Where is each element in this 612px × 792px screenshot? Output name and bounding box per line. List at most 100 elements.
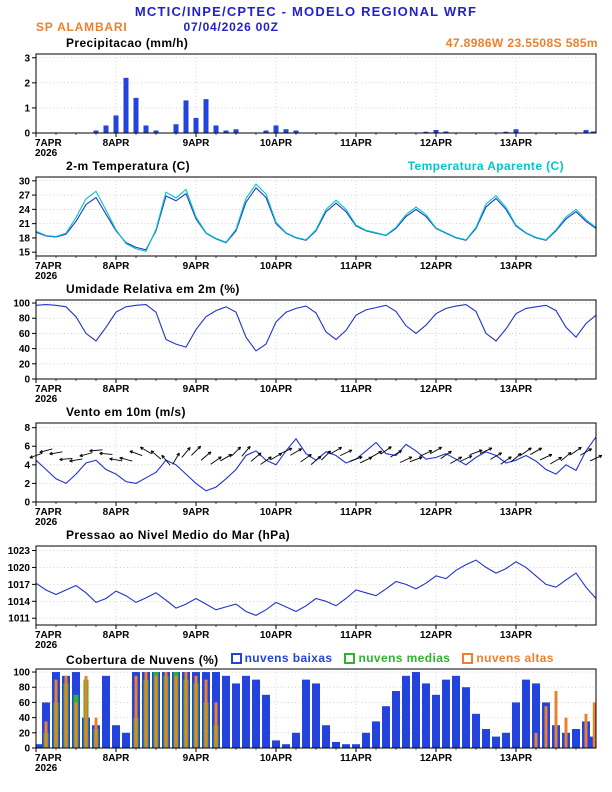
svg-text:0: 0 xyxy=(24,498,30,509)
panel-title: Umidade Relativa em 2m (%) xyxy=(66,282,240,296)
svg-text:7APR: 7APR xyxy=(35,507,62,518)
svg-text:1: 1 xyxy=(24,103,30,114)
legend-item-nuvens-medias: nuvens medias xyxy=(344,651,450,665)
svg-text:13APR: 13APR xyxy=(500,630,533,641)
svg-text:3: 3 xyxy=(24,53,30,64)
svg-text:13APR: 13APR xyxy=(500,261,533,272)
svg-text:0: 0 xyxy=(24,375,30,386)
svg-text:1014: 1014 xyxy=(8,597,31,608)
svg-text:100: 100 xyxy=(13,299,30,310)
panel-pressure-title-row: Pressao ao Nivel Medio do Mar (hPa) xyxy=(0,528,612,543)
panel-precipitation: Precipitacao (mm/h) 47.8986W 23.5508S 58… xyxy=(0,36,612,157)
legend-item-nuvens-altas: nuvens altas xyxy=(462,651,554,665)
panel-temperature: 2-m Temperatura (C) Temperatura Aparente… xyxy=(0,159,612,280)
svg-text:11APR: 11APR xyxy=(340,138,372,149)
svg-text:9APR: 9APR xyxy=(183,630,210,641)
panel-humidity-title-row: Umidade Relativa em 2m (%) xyxy=(0,282,612,297)
svg-text:10APR: 10APR xyxy=(260,753,293,764)
svg-text:8APR: 8APR xyxy=(103,138,130,149)
svg-text:11APR: 11APR xyxy=(340,630,372,641)
svg-text:12APR: 12APR xyxy=(420,753,453,764)
page-header: MCTIC/INPE/CPTEC - MODELO REGIONAL WRF S… xyxy=(0,0,612,34)
panel-title: Vento em 10m (m/s) xyxy=(66,405,186,419)
svg-text:30: 30 xyxy=(19,176,31,187)
svg-text:20: 20 xyxy=(19,359,31,370)
svg-text:12APR: 12APR xyxy=(420,261,453,272)
panel-clouds: Cobertura de Nuvens (%) nuvens baixas nu… xyxy=(0,651,612,772)
svg-text:18: 18 xyxy=(19,233,31,244)
page-title: MCTIC/INPE/CPTEC - MODELO REGIONAL WRF xyxy=(134,4,478,19)
svg-text:11APR: 11APR xyxy=(340,753,372,764)
svg-text:2026: 2026 xyxy=(35,640,58,649)
svg-text:20: 20 xyxy=(19,728,31,739)
svg-text:9APR: 9APR xyxy=(183,384,210,395)
panel-wind-title-row: Vento em 10m (m/s) xyxy=(0,405,612,420)
apparent-temperature-label: Temperatura Aparente (C) xyxy=(407,159,564,173)
svg-text:100: 100 xyxy=(13,668,30,679)
legend-swatch-nuvens-medias-icon xyxy=(344,652,356,664)
panel-humidity: Umidade Relativa em 2m (%) 0 20 40 60 80 100 7… xyxy=(0,282,612,403)
svg-text:13APR: 13APR xyxy=(500,384,533,395)
run-datetime: 07/04/2026 00Z xyxy=(183,20,279,34)
svg-text:10APR: 10APR xyxy=(260,261,293,272)
svg-text:10APR: 10APR xyxy=(260,630,293,641)
svg-text:7APR: 7APR xyxy=(35,261,62,272)
svg-text:9APR: 9APR xyxy=(183,261,210,272)
svg-text:21: 21 xyxy=(19,219,31,230)
panel-title: Pressao ao Nivel Medio do Mar (hPa) xyxy=(66,528,291,542)
legend-label-nuvens-altas: nuvens altas xyxy=(476,651,554,665)
svg-text:0: 0 xyxy=(24,129,30,140)
svg-text:13APR: 13APR xyxy=(500,753,533,764)
svg-text:1011: 1011 xyxy=(8,614,30,625)
svg-text:2: 2 xyxy=(24,479,30,490)
svg-text:8APR: 8APR xyxy=(103,630,130,641)
svg-text:24: 24 xyxy=(19,205,31,216)
svg-text:15: 15 xyxy=(19,248,31,259)
svg-text:2: 2 xyxy=(24,78,30,89)
svg-text:12APR: 12APR xyxy=(420,507,453,518)
panel-title: 2-m Temperatura (C) xyxy=(66,159,191,173)
panel-temperature-title-row: 2-m Temperatura (C) Temperatura Aparente… xyxy=(0,159,612,174)
panel-title: Precipitacao (mm/h) xyxy=(66,36,189,50)
svg-text:2026: 2026 xyxy=(35,148,58,157)
svg-text:2026: 2026 xyxy=(35,517,58,526)
svg-text:60: 60 xyxy=(19,698,31,709)
panel-title: Cobertura de Nuvens (%) xyxy=(66,652,219,667)
svg-text:8: 8 xyxy=(24,423,30,434)
svg-text:12APR: 12APR xyxy=(420,384,453,395)
legend-swatch-nuvens-altas-icon xyxy=(462,652,474,664)
svg-text:13APR: 13APR xyxy=(500,138,533,149)
svg-text:9APR: 9APR xyxy=(183,507,210,518)
svg-text:10APR: 10APR xyxy=(260,138,293,149)
svg-text:8APR: 8APR xyxy=(103,384,130,395)
svg-text:27: 27 xyxy=(19,191,31,202)
legend-swatch-nuvens-baixas-icon xyxy=(230,652,242,664)
svg-text:7APR: 7APR xyxy=(35,138,62,149)
svg-text:0: 0 xyxy=(24,744,30,755)
legend-label-nuvens-baixas: nuvens baixas xyxy=(244,651,333,665)
svg-text:40: 40 xyxy=(19,713,31,724)
svg-text:13APR: 13APR xyxy=(500,507,533,518)
location-note: 47.8986W 23.5508S 585m xyxy=(445,36,598,50)
legend-item-nuvens-baixas: nuvens baixas xyxy=(230,651,333,665)
svg-text:80: 80 xyxy=(19,683,31,694)
svg-text:1020: 1020 xyxy=(8,563,31,574)
svg-text:9APR: 9APR xyxy=(183,753,210,764)
svg-text:10APR: 10APR xyxy=(260,384,293,395)
svg-text:11APR: 11APR xyxy=(340,384,372,395)
svg-text:8APR: 8APR xyxy=(103,753,130,764)
panel-precipitation-title-row: Precipitacao (mm/h) 47.8986W 23.5508S 58… xyxy=(0,36,612,51)
svg-text:80: 80 xyxy=(19,314,31,325)
svg-text:10APR: 10APR xyxy=(260,507,293,518)
station-name: SP ALAMBARI xyxy=(36,20,128,34)
svg-text:7APR: 7APR xyxy=(35,384,62,395)
svg-text:11APR: 11APR xyxy=(340,261,372,272)
run-info-row: SP ALAMBARI 07/04/2026 00Z xyxy=(0,20,612,34)
svg-text:8APR: 8APR xyxy=(103,261,130,272)
